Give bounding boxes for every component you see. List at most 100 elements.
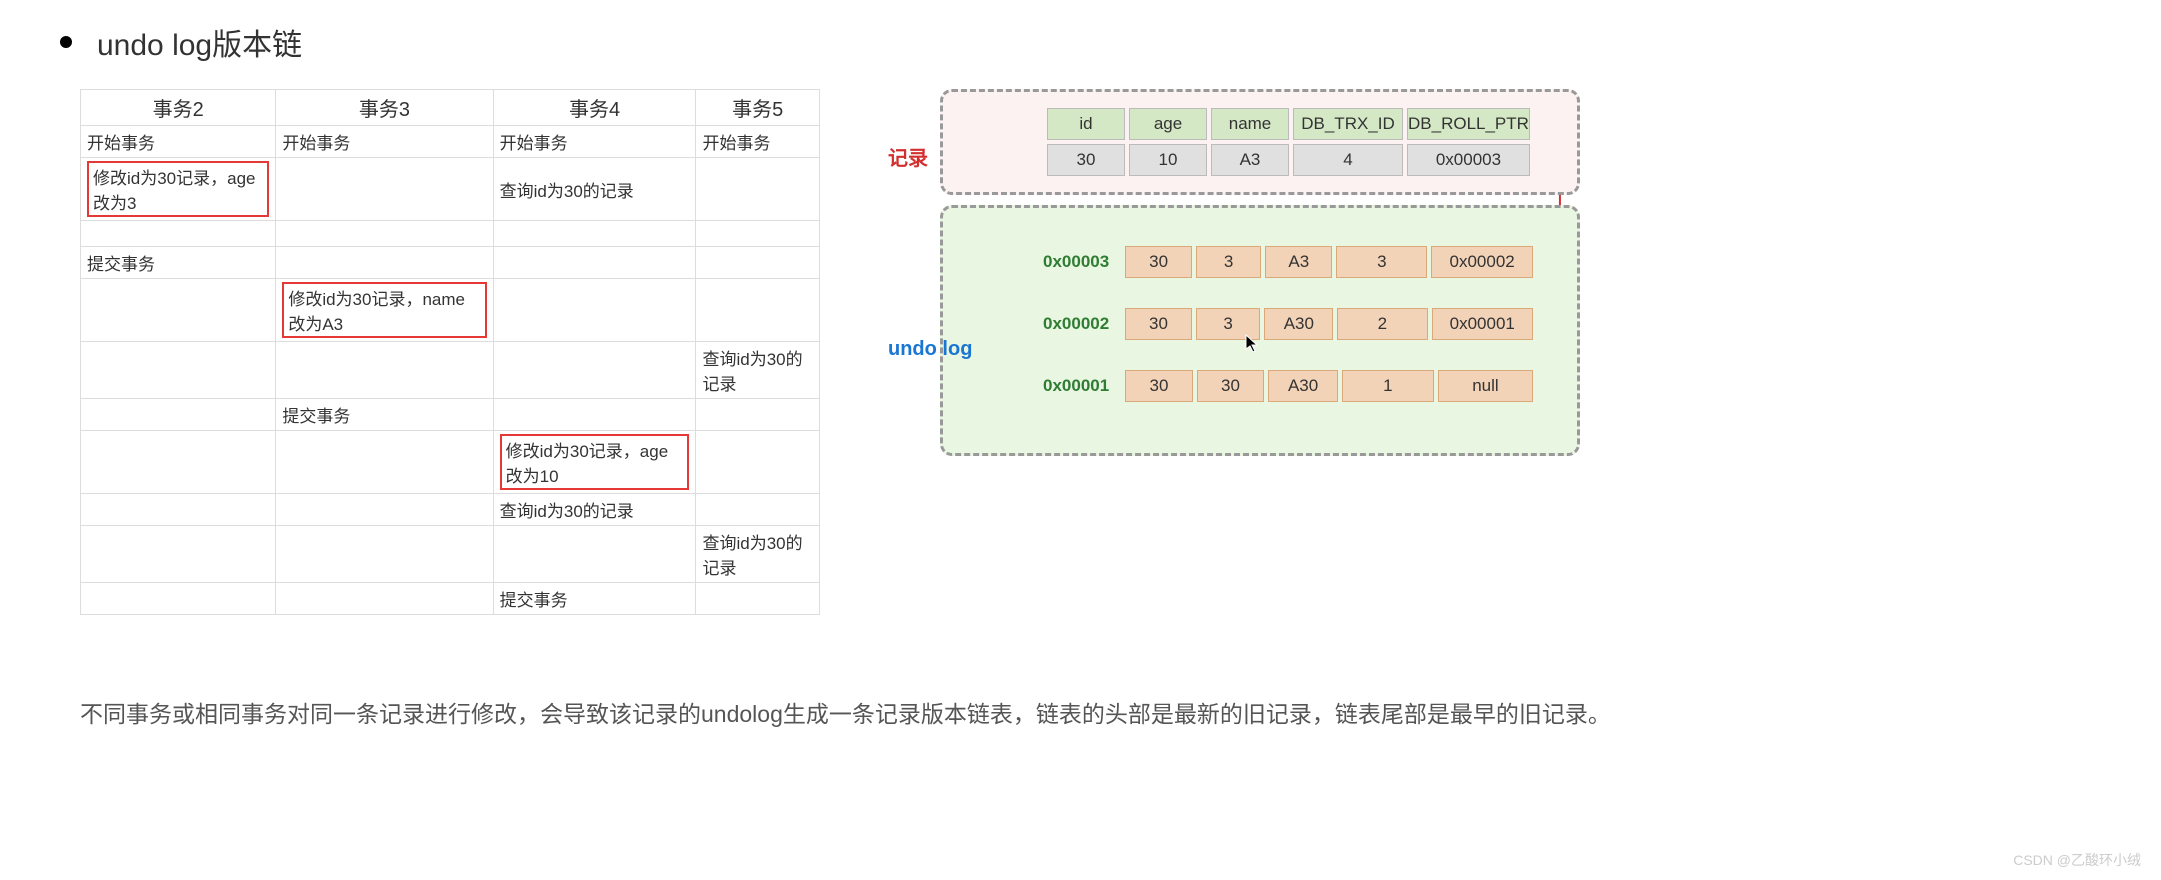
table-cell [276,221,493,247]
table-cell [276,526,493,583]
undo-log-box: undo log 0x00003303A330x000020x00002303A… [940,205,1580,456]
table-cell [696,583,820,615]
highlighted-cell: 修改id为30记录，name改为A3 [282,282,486,338]
table-cell [81,583,276,615]
table-cell [493,526,696,583]
table-header-row: 事务2 事务3 事务4 事务5 [81,90,820,126]
table-cell [276,431,493,494]
table-cell [276,247,493,279]
table-row: 修改id为30记录，name改为A3 [81,279,820,342]
col-header: 事务3 [276,90,493,126]
table-cell [696,399,820,431]
undo-address: 0x00002 [1043,314,1109,334]
table-cell [276,342,493,399]
record-value-row: 30 10 A3 4 0x00003 [1047,144,1530,176]
table-row: 提交事务 [81,583,820,615]
undo-cell: 0x00001 [1432,308,1533,340]
table-cell [493,399,696,431]
table-row: 查询id为30的记录 [81,494,820,526]
table-cell: 开始事务 [493,126,696,158]
highlighted-cell: 修改id为30记录，age改为3 [87,161,269,217]
description-paragraph: 不同事务或相同事务对同一条记录进行修改，会导致该记录的undolog生成一条记录… [80,685,2081,745]
table-row: 查询id为30的记录 [81,526,820,583]
mouse-cursor-icon [1245,334,1259,354]
page-title: undo log版本链 [97,20,302,64]
rec-value: 30 [1047,144,1125,176]
table-cell: 提交事务 [493,583,696,615]
table-cell [81,279,276,342]
undo-cell: 2 [1337,308,1427,340]
table-row [81,221,820,247]
table-cell: 查询id为30的记录 [696,526,820,583]
rec-value: 10 [1129,144,1207,176]
table-cell [696,247,820,279]
rec-value: A3 [1211,144,1289,176]
title-row: undo log版本链 [60,20,2081,64]
undo-cell: 1 [1342,370,1434,402]
table-cell [81,221,276,247]
table-cell: 提交事务 [276,399,493,431]
table-cell: 查询id为30的记录 [493,494,696,526]
table-cell: 开始事务 [276,126,493,158]
record-header-row: id age name DB_TRX_ID DB_ROLL_PTR [1047,108,1530,140]
undo-cell: null [1438,370,1533,402]
table-row: 提交事务 [81,399,820,431]
table-cell [81,431,276,494]
table-cell [81,399,276,431]
undo-log-row: 0x000013030A301null [1043,366,1537,406]
table-cell [493,221,696,247]
undo-log-row: 0x00003303A330x00002 [1043,242,1537,282]
col-header: 事务2 [81,90,276,126]
undo-log-diagram: 记录 id age name DB_TRX_ID DB_ROLL_PTR 30 … [940,89,1580,466]
table-cell [696,279,820,342]
rec-header: name [1211,108,1289,140]
undo-cell: 30 [1125,308,1192,340]
table-row: 提交事务 [81,247,820,279]
table-cell [276,158,493,221]
record-box: 记录 id age name DB_TRX_ID DB_ROLL_PTR 30 … [940,89,1580,195]
rec-value: 4 [1293,144,1403,176]
table-cell: 修改id为30记录，age改为10 [493,431,696,494]
table-cell [493,247,696,279]
undo-cell: A30 [1268,370,1338,402]
undo-cell: 3 [1196,246,1261,278]
undo-cell: A30 [1264,308,1333,340]
table-cell: 修改id为30记录，age改为3 [81,158,276,221]
undo-cell: 0x00002 [1431,246,1533,278]
transaction-table: 事务2 事务3 事务4 事务5 开始事务开始事务开始事务开始事务修改id为30记… [80,89,820,615]
undo-log-row: 0x00002303A3020x00001 [1043,304,1537,344]
table-row: 查询id为30的记录 [81,342,820,399]
rec-value: 0x00003 [1407,144,1530,176]
undo-address: 0x00001 [1043,376,1109,396]
table-cell [696,158,820,221]
table-cell: 查询id为30的记录 [696,342,820,399]
undo-cell: 30 [1197,370,1265,402]
table-cell [493,279,696,342]
table-row: 修改id为30记录，age改为3 查询id为30的记录 [81,158,820,221]
col-header: 事务4 [493,90,696,126]
highlighted-cell: 修改id为30记录，age改为10 [500,434,690,490]
bullet-icon [60,36,72,48]
undo-cell: A3 [1265,246,1332,278]
table-cell: 查询id为30的记录 [493,158,696,221]
undo-record-table: 303A330x00002 [1121,242,1537,282]
undo-cell: 30 [1125,370,1193,402]
table-cell [696,221,820,247]
undo-record-table: 303A3020x00001 [1121,304,1537,344]
rec-header: id [1047,108,1125,140]
table-row: 修改id为30记录，age改为10 [81,431,820,494]
table-row: 开始事务开始事务开始事务开始事务 [81,126,820,158]
table-cell: 提交事务 [81,247,276,279]
rec-header: age [1129,108,1207,140]
col-header: 事务5 [696,90,820,126]
record-label: 记录 [888,142,928,171]
table-cell [276,494,493,526]
table-cell: 修改id为30记录，name改为A3 [276,279,493,342]
undo-record-table: 3030A301null [1121,366,1537,406]
table-cell [81,342,276,399]
undo-address: 0x00003 [1043,252,1109,272]
table-cell [276,583,493,615]
undo-cell: 3 [1336,246,1427,278]
undo-log-label: undo log [888,338,972,361]
rec-header: DB_ROLL_PTR [1407,108,1530,140]
